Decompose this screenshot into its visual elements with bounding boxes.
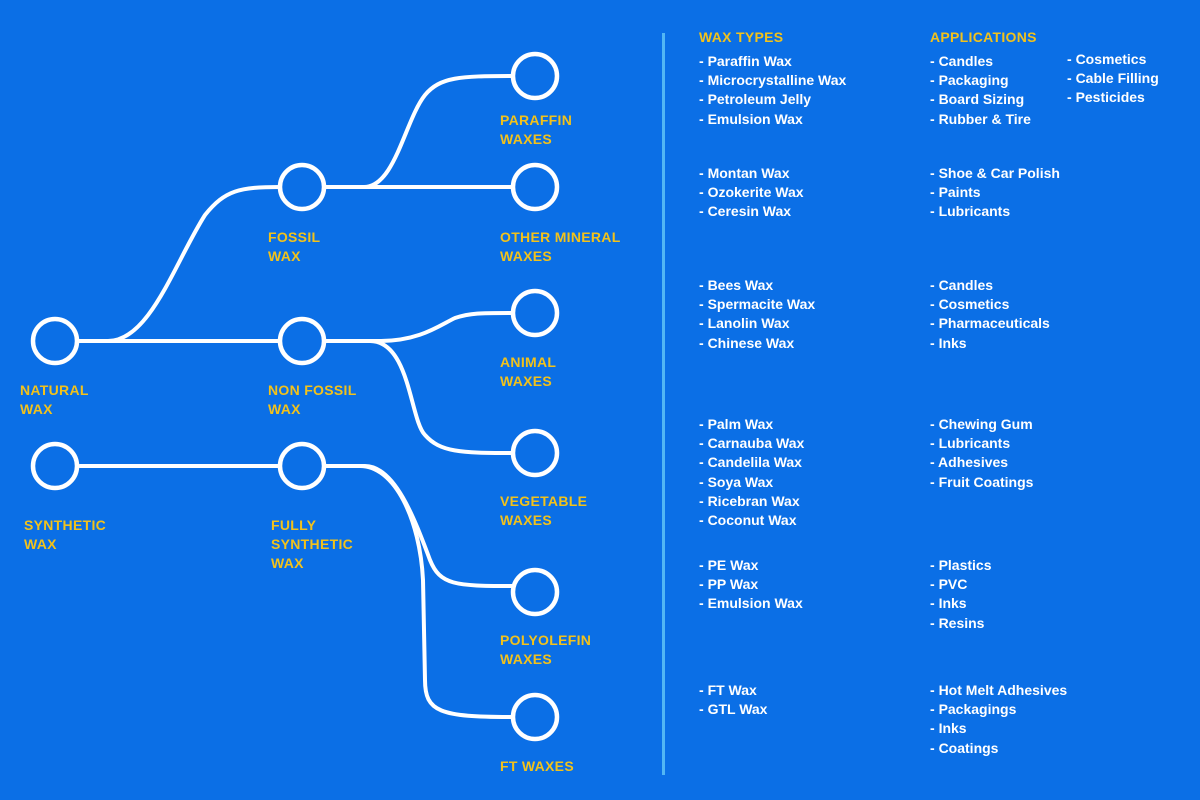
edge-natural-fossil	[78, 185, 282, 343]
list-item: Carnauba Wax	[699, 434, 805, 453]
applications-extra-list-paraffin: Cosmetics Cable Filling Pesticides	[1067, 50, 1159, 108]
edge-nonfossil-animal	[324, 311, 514, 343]
node-label-other-mineral-waxes: OTHER MINERAL WAXES	[500, 229, 621, 264]
list-item: Cosmetics	[1067, 50, 1159, 69]
node-label-ft-waxes: FT WAXES	[500, 758, 574, 774]
list-item: Rubber & Tire	[930, 110, 1031, 129]
node-circle-natural	[30, 316, 80, 366]
list-item: Ricebran Wax	[699, 492, 804, 511]
list-item: Ozokerite Wax	[699, 183, 804, 202]
wax-types-list-polyolefin: PE Wax PP Wax Emulsion Wax	[699, 556, 803, 614]
node-circle-paraffin	[510, 51, 560, 101]
list-item: Fruit Coatings	[930, 473, 1034, 492]
list-item: Pesticides	[1067, 88, 1159, 107]
list-item: Emulsion Wax	[699, 110, 846, 129]
list-item: Montan Wax	[699, 164, 804, 183]
node-circle-ft	[510, 692, 560, 742]
list-item: Chinese Wax	[699, 334, 815, 353]
list-item: Palm Wax	[699, 415, 804, 434]
applications-list-other-mineral: Shoe & Car Polish Paints Lubricants	[930, 164, 1060, 222]
list-item: Candles	[930, 52, 1031, 71]
node-label-natural-wax: NATURAL WAX	[20, 382, 89, 417]
list-item: Lanolin Wax	[699, 314, 815, 333]
list-item: GTL Wax	[699, 700, 768, 719]
list-item: PVC	[930, 575, 992, 594]
applications-list-polyolefin: Plastics PVC Inks Resins	[930, 556, 992, 633]
edge-nonfossil-vegetable	[324, 339, 514, 455]
node-label-non-fossil-wax: NON FOSSIL WAX	[268, 382, 357, 417]
list-item: Board Sizing	[930, 90, 1031, 109]
list-item: Emulsion Wax	[699, 594, 803, 613]
list-item: Packaging	[930, 71, 1031, 90]
list-item: Ceresin Wax	[699, 202, 804, 221]
list-item: Cosmetics	[930, 295, 1050, 314]
list-item: PE Wax	[699, 556, 803, 575]
node-circle-fossil	[277, 162, 327, 212]
header-applications: APPLICATIONS	[930, 29, 1037, 45]
list-item: Hot Melt Adhesives	[930, 681, 1068, 700]
node-circle-fully-synthetic	[277, 441, 327, 491]
edge-fullysynthetic-polyolefin	[324, 464, 514, 588]
node-label-fossil-wax: FOSSIL WAX	[268, 229, 321, 264]
list-item: Candles	[930, 276, 1050, 295]
node-label-polyolefin-waxes: POLYOLEFIN WAXES	[500, 632, 592, 667]
node-label-synthetic-wax: SYNTHETIC WAX	[24, 517, 107, 552]
applications-list-ft: Hot Melt Adhesives Packagings Inks Coati…	[930, 681, 1068, 758]
list-item: Soya Wax	[699, 473, 804, 492]
list-item: Microcrystalline Wax	[699, 71, 847, 90]
node-circle-non-fossil	[277, 316, 327, 366]
list-item: Pharmaceuticals	[930, 314, 1050, 333]
applications-list-animal: Candles Cosmetics Pharmaceuticals Inks	[930, 276, 1050, 353]
list-item: Inks	[930, 594, 992, 613]
wax-types-list-ft: FT Wax GTL Wax	[699, 681, 768, 719]
list-item: FT Wax	[699, 681, 767, 700]
wax-types-list-animal: Bees Wax Spermacite Wax Lanolin Wax Chin…	[699, 276, 816, 353]
list-item: Cable Filling	[1067, 69, 1159, 88]
node-circle-vegetable	[510, 428, 560, 478]
list-item: Inks	[930, 719, 1067, 738]
applications-list-paraffin: Candles Packaging Board Sizing Rubber & …	[930, 52, 1031, 129]
list-item: Chewing Gum	[930, 415, 1033, 434]
list-item: PP Wax	[699, 575, 803, 594]
list-item: Plastics	[930, 556, 992, 575]
list-item: Coatings	[930, 739, 1067, 758]
node-circle-synthetic	[30, 441, 80, 491]
node-label-paraffin-waxes: PARAFFIN WAXES	[500, 112, 573, 147]
list-item: Inks	[930, 334, 1050, 353]
edge-fossil-paraffin	[324, 74, 514, 189]
node-label-fully-synthetic-wax: FULLY SYNTHETIC WAX	[271, 517, 354, 571]
node-circle-animal	[510, 288, 560, 338]
node-label-animal-waxes: ANIMAL WAXES	[500, 354, 557, 389]
edge-fullysynthetic-ft	[324, 464, 514, 719]
list-item: Shoe & Car Polish	[930, 164, 1060, 183]
list-item: Paraffin Wax	[699, 52, 846, 71]
list-item: Paints	[930, 183, 1060, 202]
header-wax-types: WAX TYPES	[699, 29, 784, 45]
list-item: Coconut Wax	[699, 511, 804, 530]
list-item: Bees Wax	[699, 276, 815, 295]
list-item: Lubricants	[930, 202, 1060, 221]
wax-types-list-vegetable: Palm Wax Carnauba Wax Candelila Wax Soya…	[699, 415, 805, 530]
node-circle-other-mineral	[510, 162, 560, 212]
list-item: Spermacite Wax	[699, 295, 816, 314]
list-item: Lubricants	[930, 434, 1033, 453]
node-label-vegetable-waxes: VEGETABLE WAXES	[500, 493, 588, 528]
vertical-divider	[662, 33, 665, 775]
list-item: Packagings	[930, 700, 1067, 719]
wax-types-list-other-mineral: Montan Wax Ozokerite Wax Ceresin Wax	[699, 164, 804, 222]
applications-list-vegetable: Chewing Gum Lubricants Adhesives Fruit C…	[930, 415, 1033, 492]
list-item: Adhesives	[930, 453, 1033, 472]
wax-types-list-paraffin: Paraffin Wax Microcrystalline Wax Petrol…	[699, 52, 847, 129]
list-item: Candelila Wax	[699, 453, 804, 472]
list-item: Petroleum Jelly	[699, 90, 846, 109]
list-item: Resins	[930, 614, 992, 633]
node-circle-polyolefin	[510, 567, 560, 617]
